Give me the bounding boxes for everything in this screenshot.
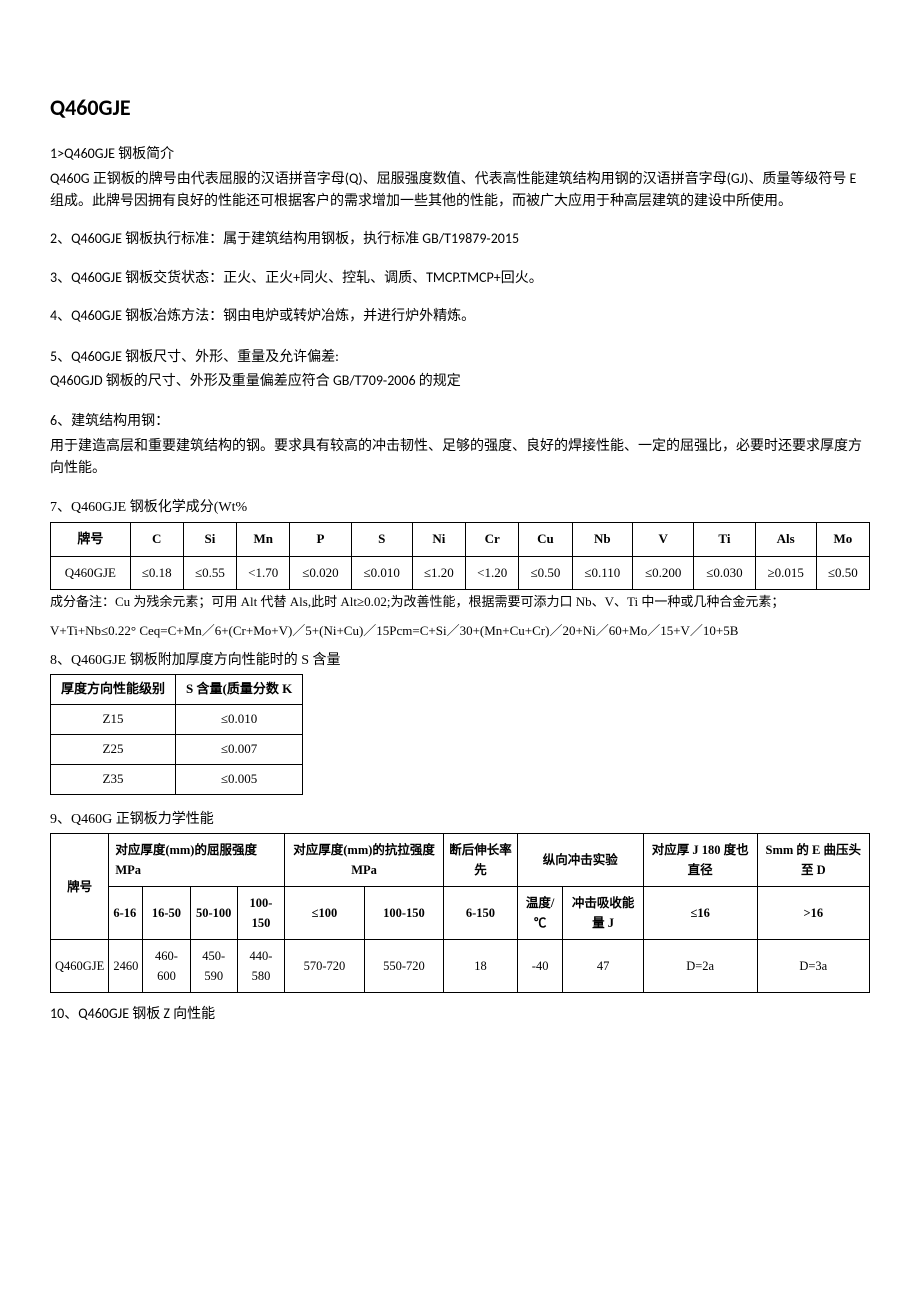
col-s: S <box>351 522 412 556</box>
col-mo: Mo <box>816 522 869 556</box>
cell: 2460 <box>109 940 143 993</box>
col-yield-group: 对应厚度(mm)的屈服强度 MPa <box>109 834 285 887</box>
col-thickness-grade: 厚度方向性能级别 <box>51 675 176 705</box>
col-p: P <box>290 522 351 556</box>
col-elongation: 断后伸长率先 <box>444 834 518 887</box>
cell: ≥0.015 <box>755 556 816 590</box>
cell: ≤0.50 <box>816 556 869 590</box>
col-impact-group: 纵向冲击实验 <box>517 834 643 887</box>
s-content-table: 厚度方向性能级别 S 含量(质量分数 K Z15 ≤0.010 Z25 ≤0.0… <box>50 674 303 794</box>
cell: <1.20 <box>465 556 518 590</box>
cell: Z15 <box>51 705 176 735</box>
cell: ≤0.200 <box>633 556 694 590</box>
cell: D=2a <box>643 940 757 993</box>
cell: ≤0.020 <box>290 556 351 590</box>
table-header-row: 厚度方向性能级别 S 含量(质量分数 K <box>51 675 303 705</box>
col-cu: Cu <box>519 522 572 556</box>
table-header-row-2: 6-16 16-50 50-100 100-150 ≤100 100-150 6… <box>51 887 870 940</box>
col-cr: Cr <box>465 522 518 556</box>
cell: -40 <box>517 940 563 993</box>
cell: 460-600 <box>143 940 190 993</box>
intro-body: Q460G 正钢板的牌号由代表屈服的汉语拼音字母(Q)、屈服强度数值、代表高性能… <box>50 168 870 213</box>
cell: 440-580 <box>237 940 284 993</box>
cell: <1.70 <box>236 556 289 590</box>
cell: 550-720 <box>364 940 443 993</box>
col-tensile-group: 对应厚度(mm)的抗拉强度 MPa <box>285 834 444 887</box>
sub-bend-2: >16 <box>757 887 869 940</box>
section-5-body: Q460GJD 钢板的尺寸、外形及重量偏差应符合 GB/T709-2006 的规… <box>50 370 870 392</box>
cell: ≤0.010 <box>176 705 303 735</box>
table-header-row: 牌号 C Si Mn P S Ni Cr Cu Nb V Ti Als Mo <box>51 522 870 556</box>
sub-yield-1: 6-16 <box>109 887 143 940</box>
col-grade: 牌号 <box>51 522 131 556</box>
section-10: 10、Q460GJE 钢板 Z 向性能 <box>50 1003 870 1025</box>
cell-grade: Q460GJE <box>51 940 109 993</box>
cell: ≤0.110 <box>572 556 633 590</box>
cell: ≤0.005 <box>176 764 303 794</box>
table-header-row-1: 牌号 对应厚度(mm)的屈服强度 MPa 对应厚度(mm)的抗拉强度 MPa 断… <box>51 834 870 887</box>
section-2: 2、Q460GJE 钢板执行标准：属于建筑结构用钢板，执行标准 GB/T1987… <box>50 228 870 250</box>
cell: ≤0.010 <box>351 556 412 590</box>
table-row: Q460GJE ≤0.18 ≤0.55 <1.70 ≤0.020 ≤0.010 … <box>51 556 870 590</box>
col-s-content: S 含量(质量分数 K <box>176 675 303 705</box>
col-grade: 牌号 <box>51 834 109 940</box>
col-mn: Mn <box>236 522 289 556</box>
sub-bend-1: ≤16 <box>643 887 757 940</box>
chem-note-1: 成分备注：Cu 为残余元素；可用 Alt 代替 Als,此时 Alt≥0.02;… <box>50 592 870 613</box>
section-5-heading: 5、Q460GJE 钢板尺寸、外形、重量及允许偏差: <box>50 346 870 368</box>
table-row: Z25 ≤0.007 <box>51 735 303 765</box>
intro-heading: 1>Q460GJE 钢板简介 <box>50 143 870 165</box>
sub-yield-4: 100-150 <box>237 887 284 940</box>
chem-note-2: V+Ti+Nb≤0.22° Ceq=C+Mn／6+(Cr+Mo+V)／5+(Ni… <box>50 621 870 642</box>
col-nb: Nb <box>572 522 633 556</box>
section-3: 3、Q460GJE 钢板交货状态：正火、正火+同火、控轧、调质、TMCP.TMC… <box>50 267 870 289</box>
sub-tensile-1: ≤100 <box>285 887 365 940</box>
cell-grade: Q460GJE <box>51 556 131 590</box>
col-ni: Ni <box>412 522 465 556</box>
cell: 47 <box>563 940 643 993</box>
cell: Z25 <box>51 735 176 765</box>
mechanical-properties-table: 牌号 对应厚度(mm)的屈服强度 MPa 对应厚度(mm)的抗拉强度 MPa 断… <box>50 833 870 993</box>
col-c: C <box>130 522 183 556</box>
section-6-heading: 6、建筑结构用钢： <box>50 410 870 432</box>
cell: ≤0.007 <box>176 735 303 765</box>
col-bend-a: 对应厚 J 180 度也直径 <box>643 834 757 887</box>
cell: D=3a <box>757 940 869 993</box>
col-bend-b: Smm 的 E 曲压头至 D <box>757 834 869 887</box>
chemical-composition-table: 牌号 C Si Mn P S Ni Cr Cu Nb V Ti Als Mo Q… <box>50 522 870 591</box>
cell: ≤1.20 <box>412 556 465 590</box>
section-4: 4、Q460GJE 钢板冶炼方法：钢由电炉或转炉冶炼，并进行炉外精炼。 <box>50 305 870 327</box>
section-9-heading: 9、Q460G 正钢板力学性能 <box>50 809 870 831</box>
cell: ≤0.50 <box>519 556 572 590</box>
col-ti: Ti <box>694 522 755 556</box>
sub-elongation: 6-150 <box>444 887 518 940</box>
col-si: Si <box>183 522 236 556</box>
cell: Z35 <box>51 764 176 794</box>
table-row: Z15 ≤0.010 <box>51 705 303 735</box>
col-als: Als <box>755 522 816 556</box>
cell: ≤0.030 <box>694 556 755 590</box>
sub-impact-temp: 温度/℃ <box>517 887 563 940</box>
section-8-heading: 8、Q460GJE 钢板附加厚度方向性能时的 S 含量 <box>50 650 870 672</box>
cell: 570-720 <box>285 940 365 993</box>
sub-tensile-2: 100-150 <box>364 887 443 940</box>
table-row: Q460GJE 2460 460-600 450-590 440-580 570… <box>51 940 870 993</box>
table-row: Z35 ≤0.005 <box>51 764 303 794</box>
page-title: Q460GJE <box>50 90 870 125</box>
sub-yield-2: 16-50 <box>143 887 190 940</box>
cell: 18 <box>444 940 518 993</box>
cell: ≤0.55 <box>183 556 236 590</box>
sub-impact-energy: 冲击吸收能量 J <box>563 887 643 940</box>
section-6-body: 用于建造高层和重要建筑结构的钢。要求具有较高的冲击韧性、足够的强度、良好的焊接性… <box>50 435 870 480</box>
cell: 450-590 <box>190 940 237 993</box>
sub-yield-3: 50-100 <box>190 887 237 940</box>
section-7-heading: 7、Q460GJE 钢板化学成分(Wt% <box>50 497 870 519</box>
col-v: V <box>633 522 694 556</box>
cell: ≤0.18 <box>130 556 183 590</box>
